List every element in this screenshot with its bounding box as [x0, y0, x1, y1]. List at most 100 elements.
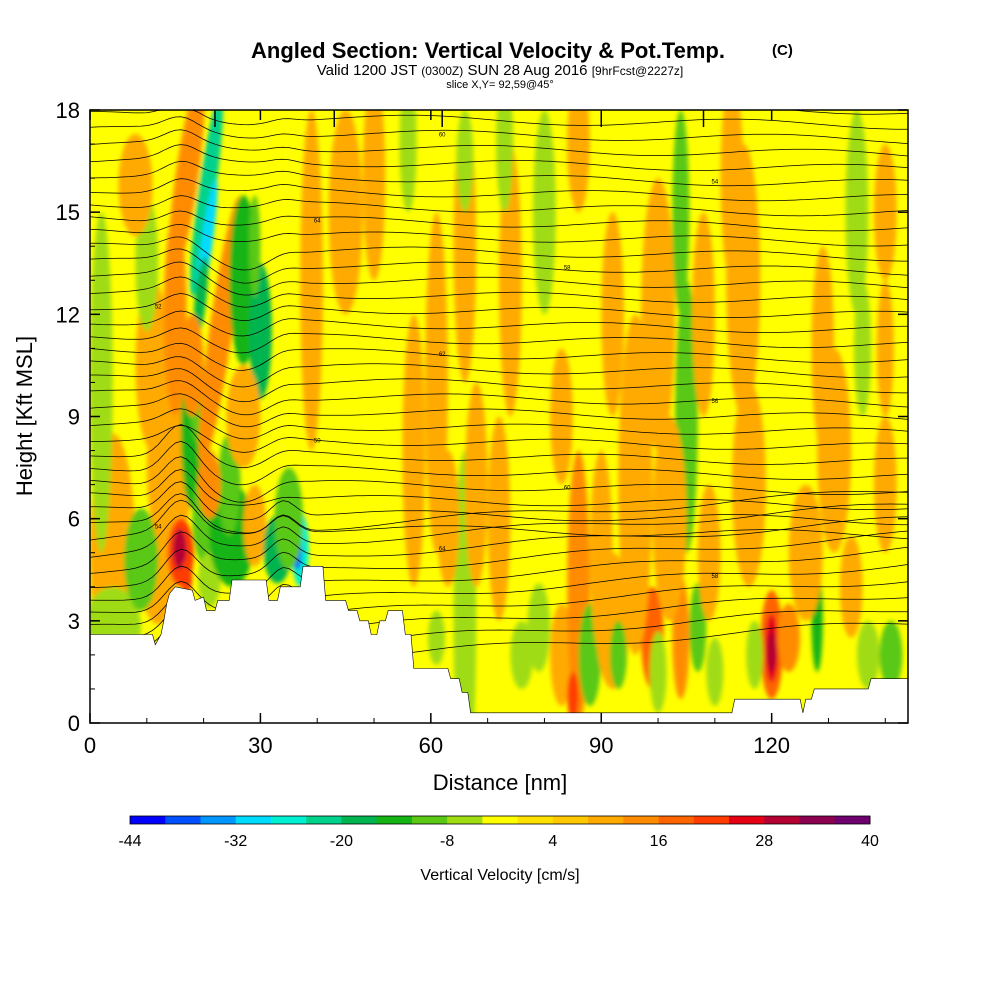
isentrope-line: [90, 356, 908, 388]
velocity-cell: [672, 110, 690, 315]
subtitle-zulu: (0300Z): [421, 64, 463, 78]
isentrope-label: 58: [564, 266, 571, 272]
chart-subtitle: Valid 1200 JST (0300Z) SUN 28 Aug 2016 […: [317, 62, 684, 79]
colorbar-swatch: [693, 816, 730, 824]
velocity-cell: [856, 620, 880, 689]
velocity-cell: [249, 195, 261, 298]
plot-area: 52586454605056625258645460: [90, 110, 908, 723]
velocity-cell: [90, 212, 113, 553]
velocity-cell: [193, 256, 208, 338]
velocity-cell: [226, 365, 261, 468]
colorbar-tick-label: 28: [755, 833, 773, 850]
velocity-cell: [811, 246, 835, 451]
velocity-cell: [300, 110, 323, 451]
colorbar-frame: [129, 815, 871, 825]
isentrope-line: [90, 248, 908, 284]
x-axis: 0 30 60 90 120: [84, 110, 886, 758]
velocity-cell: [456, 110, 474, 213]
isentrope-line: [90, 408, 908, 440]
isentrope-line: [90, 493, 908, 540]
isentrope-label: 56: [712, 399, 719, 405]
colorbar-tick-label: -32: [224, 833, 247, 850]
y-tick-label: 3: [68, 609, 80, 634]
colorbar-swatch: [411, 816, 448, 824]
terrain-mask: [90, 566, 908, 723]
y-tick-label: 0: [68, 711, 80, 736]
colorbar-label: Vertical Velocity [cm/s]: [420, 867, 579, 884]
isentrope-line: [90, 516, 908, 574]
isentrope-line: [90, 342, 908, 371]
velocity-cell: [427, 610, 446, 666]
velocity-cell: [609, 620, 627, 689]
y-tick-label: 6: [68, 507, 80, 532]
velocity-cell: [649, 631, 667, 713]
colorbar-tick-label: -8: [440, 833, 454, 850]
colorbar-swatch: [799, 816, 836, 824]
x-axis-label: Distance [nm]: [433, 770, 568, 795]
colorbar-tick-label: 4: [548, 833, 557, 850]
isentrope-line: [90, 116, 908, 144]
isentrope-line: [90, 481, 908, 526]
slice-label: slice X,Y= 92,59@45°: [446, 79, 554, 91]
y-axis: 0 3 6 9 12 15 18: [56, 98, 908, 736]
velocity-cell: [873, 416, 897, 553]
velocity-cell: [854, 280, 872, 417]
colorbar-tick-label: 40: [861, 833, 879, 850]
velocity-cell: [567, 110, 590, 213]
isentrope-line: [90, 261, 908, 296]
colorbar-swatch: [341, 816, 378, 824]
isentrope-line: [90, 144, 908, 171]
y-tick-label: 12: [56, 302, 80, 327]
x-tick-label: 60: [419, 733, 443, 758]
colorbar-swatch: [764, 816, 801, 824]
velocity-cell: [652, 416, 687, 621]
isentrope-line: [90, 110, 908, 130]
velocity-cell: [172, 528, 187, 570]
velocity-cell: [567, 671, 579, 720]
isentrope-line: [90, 425, 908, 453]
velocity-cell: [274, 467, 304, 570]
isentrope-label: 52: [155, 305, 162, 311]
colorbar-swatch: [729, 816, 765, 824]
title-unit: (C): [772, 42, 793, 59]
isentrope-line: [90, 503, 908, 558]
isentrope-line: [90, 276, 908, 308]
velocity-cell: [601, 212, 624, 417]
colorbar-swatch: [306, 816, 342, 824]
colorbar-swatch: [270, 816, 307, 824]
x-tick-label: 90: [589, 733, 613, 758]
y-tick-label: 15: [56, 200, 80, 225]
x-tick-label: 30: [248, 733, 272, 758]
velocity-cell: [706, 637, 724, 706]
colorbar-swatch: [200, 816, 237, 824]
isentrope-line: [90, 195, 908, 217]
velocity-cell: [487, 416, 511, 621]
isentrope-label: 54: [155, 524, 162, 530]
velocity-cell: [845, 110, 869, 315]
colorbar-swatch: [552, 816, 589, 824]
x-tick-label: 120: [753, 733, 790, 758]
velocity-cell: [879, 620, 903, 689]
velocity-cell: [189, 110, 223, 297]
colorbar-swatch: [235, 816, 272, 824]
isentrope-line: [90, 327, 908, 354]
velocity-cell: [197, 450, 221, 519]
colorbar-swatch: [130, 816, 166, 824]
isentrope-label: 58: [712, 574, 719, 580]
colorbar-swatch: [623, 816, 660, 824]
isentrope-label: 62: [439, 352, 446, 358]
velocity-cell: [464, 382, 488, 587]
colorbar-swatch: [834, 816, 871, 824]
velocity-cell: [746, 620, 764, 689]
isentrope-label: 50: [314, 438, 321, 444]
isentrope-line: [90, 224, 908, 247]
isentrope-line: [90, 178, 908, 202]
subtitle-date: SUN 28 Aug 2016: [467, 62, 587, 79]
isentrope-label: 60: [439, 132, 446, 138]
isentrope-line: [90, 440, 908, 486]
colorbar-tick-label: -44: [118, 833, 141, 850]
isentrope-line: [90, 129, 908, 157]
colorbar-swatch: [658, 816, 695, 824]
velocity-cell: [550, 603, 573, 706]
